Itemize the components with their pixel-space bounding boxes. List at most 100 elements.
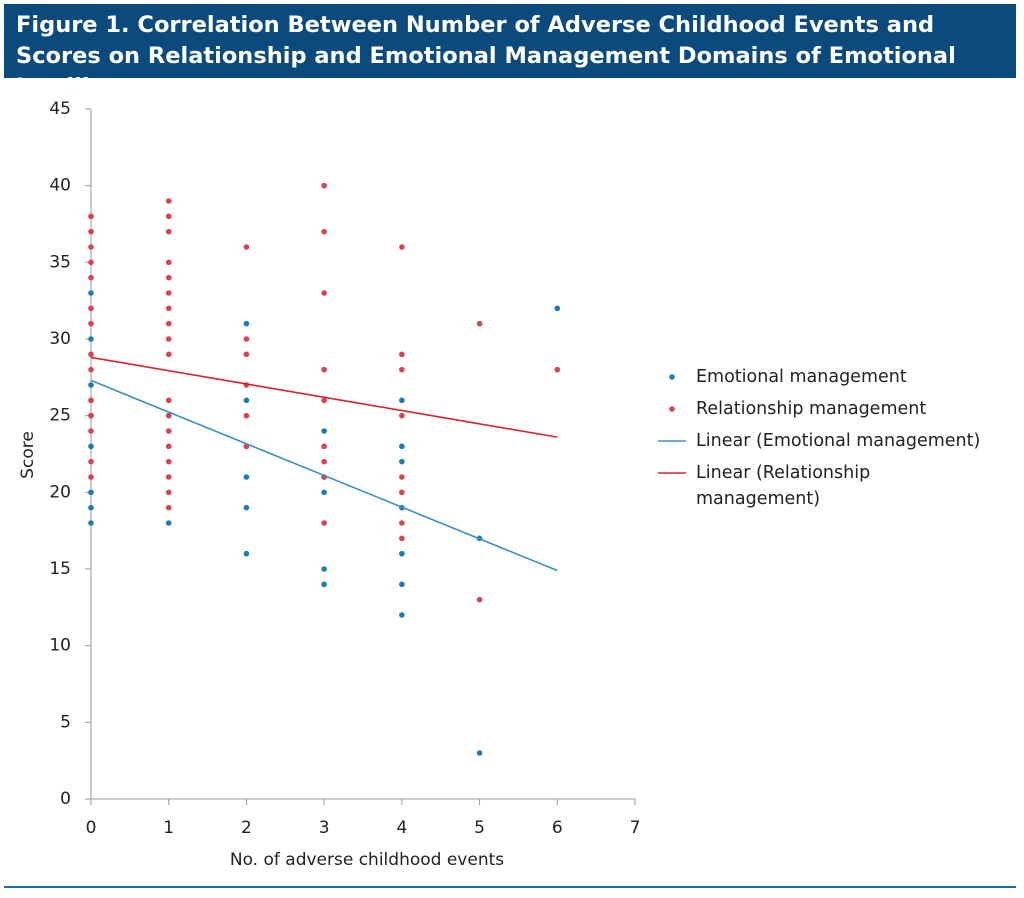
- point: [165, 428, 172, 434]
- point: [321, 443, 327, 450]
- point: [321, 366, 327, 373]
- legend-swatch: [669, 374, 675, 380]
- point: [243, 412, 250, 419]
- point: [88, 428, 94, 434]
- point: [165, 305, 172, 312]
- point: [243, 504, 250, 511]
- point: [88, 290, 94, 296]
- point: [399, 612, 405, 618]
- point: [321, 397, 327, 404]
- point: [399, 366, 405, 373]
- point: [165, 320, 172, 327]
- y-tick-label: 0: [60, 789, 71, 809]
- point: [399, 458, 405, 465]
- point: [88, 351, 94, 358]
- point: [243, 550, 250, 557]
- point: [399, 244, 405, 250]
- legend-label: Emotional management: [696, 367, 907, 387]
- y-tick-label: 30: [49, 329, 71, 349]
- chart-title: Figure 1. Correlation Between Number of …: [16, 12, 956, 100]
- point: [399, 397, 405, 404]
- point: [243, 397, 250, 404]
- point: [165, 458, 172, 465]
- point: [88, 412, 94, 419]
- point: [88, 443, 94, 450]
- point: [88, 228, 94, 235]
- point: [321, 566, 327, 572]
- x-tick-label: 6: [552, 818, 563, 838]
- y-tick-label: 5: [60, 712, 71, 732]
- point: [165, 504, 172, 511]
- point: [476, 320, 483, 327]
- trend-line: [90, 356, 558, 438]
- point: [88, 274, 94, 281]
- y-tick-label: 40: [49, 176, 71, 196]
- point: [165, 443, 172, 450]
- point: [88, 305, 94, 312]
- point: [399, 474, 405, 480]
- point: [321, 428, 327, 434]
- point: [321, 458, 327, 465]
- x-tick-label: 3: [319, 818, 330, 838]
- legend-label: Linear (Relationship management): [696, 463, 871, 509]
- point: [88, 320, 94, 327]
- point: [321, 520, 327, 526]
- point: [321, 581, 327, 588]
- point: [165, 397, 172, 404]
- y-tick-label: 15: [49, 559, 71, 579]
- point: [243, 244, 250, 250]
- point: [399, 489, 405, 496]
- bottom-rule: [4, 886, 1016, 888]
- title-band: Figure 1. Correlation Between Number of …: [4, 4, 1016, 100]
- legend-swatch: [658, 472, 686, 474]
- y-tick-label: 25: [49, 406, 71, 426]
- point: [321, 182, 327, 189]
- point: [165, 213, 172, 220]
- point: [399, 351, 405, 358]
- point: [88, 244, 94, 250]
- legend-label: Relationship management: [696, 399, 927, 419]
- point: [554, 305, 561, 312]
- legend-entry: Relationship management: [658, 396, 998, 422]
- legend-swatch: [669, 406, 675, 412]
- x-tick-label: 2: [241, 818, 252, 838]
- legend-entry: Emotional management: [658, 364, 998, 390]
- point: [88, 259, 94, 266]
- point: [88, 458, 94, 465]
- legend-label: Linear (Emotional management): [696, 431, 981, 451]
- point: [399, 550, 405, 557]
- point: [88, 504, 94, 511]
- point: [399, 535, 405, 542]
- legend-entry: Linear (Emotional management): [658, 428, 998, 454]
- point: [476, 750, 483, 756]
- legend-swatch: [658, 440, 686, 442]
- point: [476, 596, 483, 603]
- point: [165, 290, 172, 296]
- point: [165, 259, 172, 266]
- point: [88, 397, 94, 404]
- point: [399, 520, 405, 526]
- x-tick-label: 5: [474, 818, 485, 838]
- point: [399, 443, 405, 450]
- point: [165, 489, 172, 496]
- legend-entry: Linear (Relationship management): [658, 460, 998, 512]
- point: [399, 581, 405, 588]
- y-tick-label: 20: [49, 482, 71, 502]
- point: [321, 228, 327, 235]
- point: [165, 474, 172, 480]
- point: [165, 412, 172, 419]
- legend-marker: [669, 406, 675, 412]
- x-axis-label: No. of adverse childhood events: [230, 850, 504, 870]
- legend: Emotional management Relationship managem…: [658, 364, 998, 518]
- point: [88, 474, 94, 480]
- x-tick-label: 1: [163, 818, 174, 838]
- point: [88, 213, 94, 220]
- point: [165, 336, 172, 342]
- point: [165, 520, 172, 526]
- point: [165, 351, 172, 358]
- y-tick-label: 35: [49, 252, 71, 272]
- x-tick-label: 4: [396, 818, 407, 838]
- point: [554, 366, 561, 373]
